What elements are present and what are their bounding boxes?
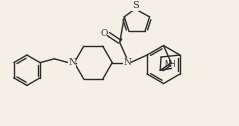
Text: NH: NH bbox=[164, 60, 175, 69]
Text: S: S bbox=[132, 1, 138, 10]
Text: N: N bbox=[68, 58, 76, 67]
Text: O: O bbox=[100, 29, 107, 38]
Text: N: N bbox=[124, 58, 131, 67]
